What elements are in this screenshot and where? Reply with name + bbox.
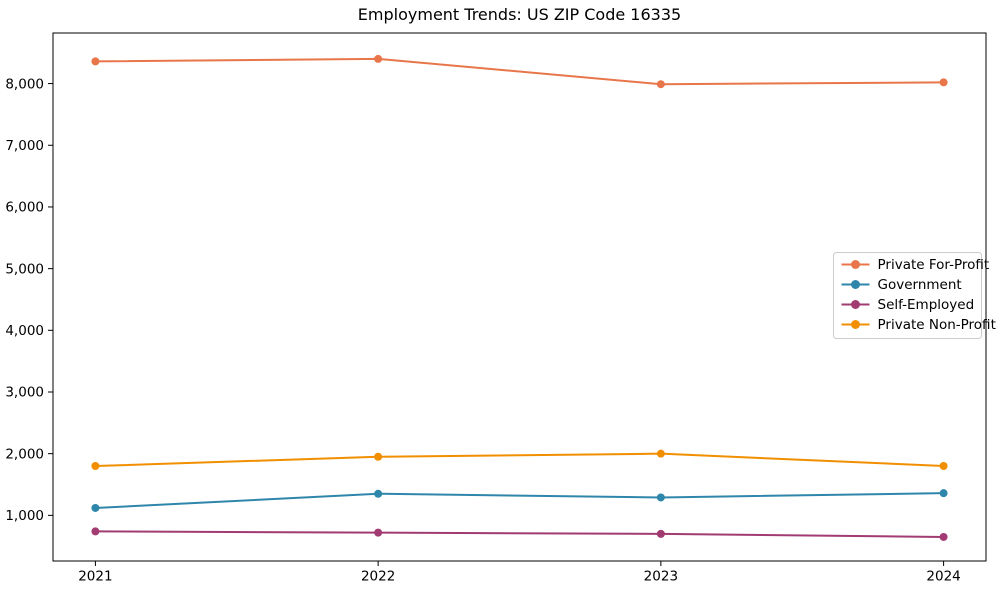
legend-entry-private-for-profit: Private For-Profit [841, 257, 990, 273]
legend-marker [851, 300, 860, 309]
legend-entry-private-non-profit: Private Non-Profit [841, 317, 996, 333]
y-axis-tick-label: 4,000 [5, 323, 44, 339]
y-axis-tick-label: 2,000 [5, 446, 44, 462]
legend-marker [851, 320, 860, 329]
data-point-private-for-profit [939, 78, 948, 87]
legend-marker [851, 260, 860, 269]
legend-box [833, 252, 982, 339]
data-point-government [91, 503, 100, 512]
data-point-private-for-profit [374, 54, 383, 63]
data-point-government [656, 493, 665, 502]
y-axis-tick-label: 7,000 [5, 138, 44, 154]
series-line-private-non-profit [94, 452, 945, 468]
x-axis-tick-label: 2024 [926, 569, 960, 585]
legend-label: Government [878, 277, 962, 293]
y-axis-tick-label: 8,000 [5, 76, 44, 92]
x-axis-tick-label: 2021 [78, 569, 112, 585]
data-point-self-employed [91, 527, 100, 536]
legend-label: Self-Employed [878, 297, 975, 313]
data-point-private-for-profit [656, 80, 665, 89]
y-axis-tick-label: 6,000 [5, 200, 44, 216]
x-axis-tick-label: 2023 [644, 569, 678, 585]
plot-background [53, 33, 986, 561]
series-line-self-employed [94, 530, 945, 538]
legend: Private For-Profit Government Self-Employe… [833, 252, 996, 339]
data-point-self-employed [374, 528, 383, 537]
data-point-private-non-profit [939, 462, 948, 471]
y-axis-tick-label: 5,000 [5, 261, 44, 277]
plot-frame [52, 32, 987, 562]
y-axis-tick-label: 1,000 [5, 508, 44, 524]
legend-marker [851, 280, 860, 289]
data-point-government [939, 489, 948, 498]
data-point-self-employed [656, 529, 665, 538]
series-line-private-for-profit [94, 57, 945, 86]
chart-title: Employment Trends: US ZIP Code 16335 [357, 5, 682, 24]
y-axis-tick-label: 3,000 [5, 385, 44, 401]
x-axis-tick-label: 2022 [361, 569, 395, 585]
data-point-government [374, 489, 383, 498]
legend-entry-government: Government [841, 277, 962, 293]
legend-entry-self-employed: Self-Employed [841, 297, 975, 313]
legend-label: Private Non-Profit [878, 317, 996, 333]
data-point-private-non-profit [91, 462, 100, 471]
data-point-self-employed [939, 532, 948, 541]
legend-label: Private For-Profit [878, 257, 990, 273]
data-point-private-non-profit [374, 452, 383, 461]
data-point-private-for-profit [91, 57, 100, 66]
series-line-government [94, 492, 945, 509]
data-point-private-non-profit [656, 449, 665, 458]
